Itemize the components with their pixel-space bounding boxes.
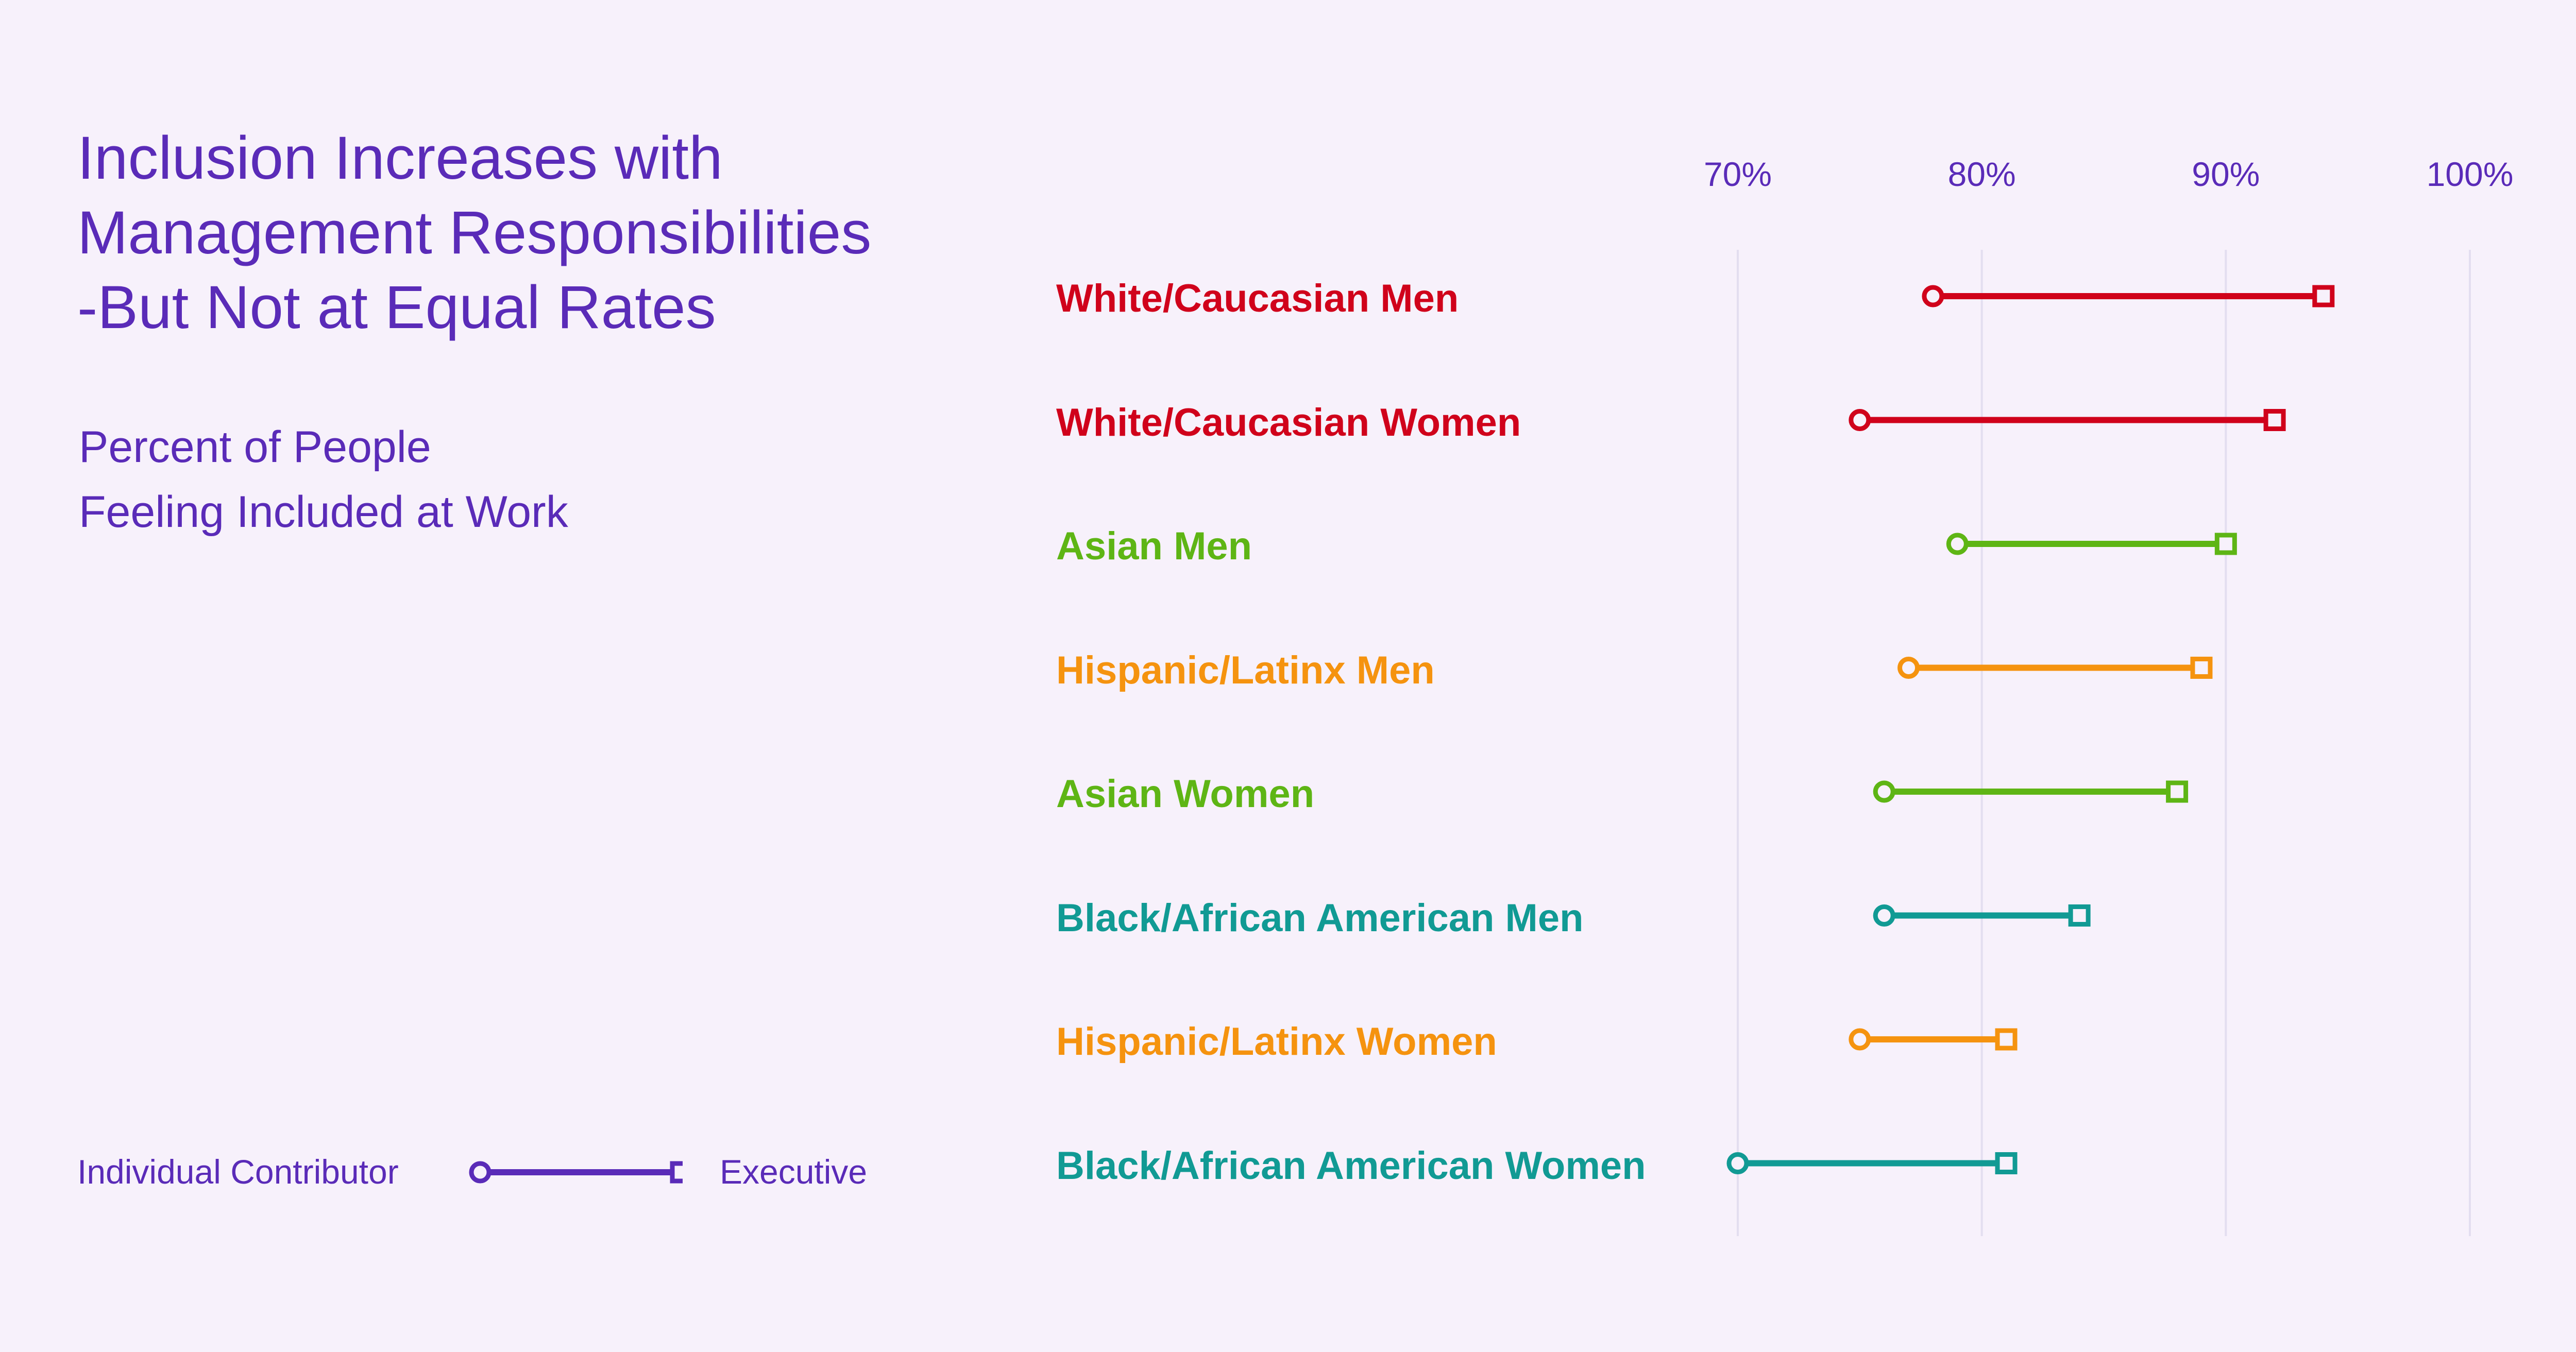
dumbbell-rows xyxy=(1726,285,2335,1174)
legend-circle-icon xyxy=(469,1161,492,1184)
dumbbell-row xyxy=(1849,1028,2018,1051)
title-line-3: -But Not at Equal Rates xyxy=(77,273,716,341)
row-label: Black/African American Men xyxy=(1056,896,1584,940)
title-line-2: Management Responsibilities xyxy=(77,199,872,267)
dumbbell-row xyxy=(1873,904,2091,927)
executive-point xyxy=(2214,533,2237,555)
dumbbell-row xyxy=(1946,533,2237,555)
grid-lines xyxy=(1737,250,2471,1236)
executive-point xyxy=(1995,1028,2018,1051)
individual-contributor-point xyxy=(1922,285,1944,307)
legend-individual-contributor-label: Individual Contributor xyxy=(77,1153,399,1191)
individual-contributor-point xyxy=(1897,657,1920,679)
individual-contributor-point xyxy=(1873,780,1895,803)
row-label: Black/African American Women xyxy=(1056,1143,1646,1188)
row-label: White/Caucasian Men xyxy=(1056,277,1459,320)
x-tick-label: 70% xyxy=(1703,155,1772,193)
row-label: White/Caucasian Women xyxy=(1056,400,1521,444)
legend-executive-label: Executive xyxy=(720,1153,868,1191)
row-label: Asian Men xyxy=(1056,524,1252,568)
individual-contributor-point xyxy=(1873,904,1895,927)
individual-contributor-point xyxy=(1946,533,1969,555)
dumbbell-row xyxy=(1897,657,2213,679)
executive-point xyxy=(2068,904,2091,927)
x-tick-label: 100% xyxy=(2426,155,2514,193)
dumbbell-row xyxy=(1849,409,2286,431)
dumbbell-row xyxy=(1873,780,2189,803)
row-label: Asian Women xyxy=(1056,772,1315,816)
row-label: Hispanic/Latinx Men xyxy=(1056,648,1435,692)
executive-point xyxy=(2312,285,2335,307)
executive-point xyxy=(2190,657,2213,679)
dumbbell-row xyxy=(1922,285,2335,307)
title-line-1: Inclusion Increases with xyxy=(77,124,723,192)
dumbbell-row xyxy=(1726,1152,2018,1174)
executive-point xyxy=(1995,1152,2018,1174)
individual-contributor-point xyxy=(1849,409,1871,431)
individual-contributor-point xyxy=(1849,1028,1871,1051)
x-tick-label: 90% xyxy=(2192,155,2260,193)
chart-subtitle: Percent of People Feeling Included at Wo… xyxy=(79,415,852,544)
executive-point xyxy=(2166,780,2189,803)
legend-dumbbell-icon xyxy=(469,1161,683,1184)
x-tick-label: 80% xyxy=(1947,155,2016,193)
executive-point xyxy=(2263,409,2286,431)
individual-contributor-point xyxy=(1726,1152,1749,1174)
subtitle-line-1: Percent of People xyxy=(79,422,431,472)
subtitle-line-2: Feeling Included at Work xyxy=(79,487,568,537)
legend-square-icon xyxy=(670,1161,683,1184)
row-label: Hispanic/Latinx Women xyxy=(1056,1020,1497,1064)
chart-title: Inclusion Increases with Management Resp… xyxy=(77,121,1005,345)
legend: Individual Contributor Executive xyxy=(77,1149,953,1195)
